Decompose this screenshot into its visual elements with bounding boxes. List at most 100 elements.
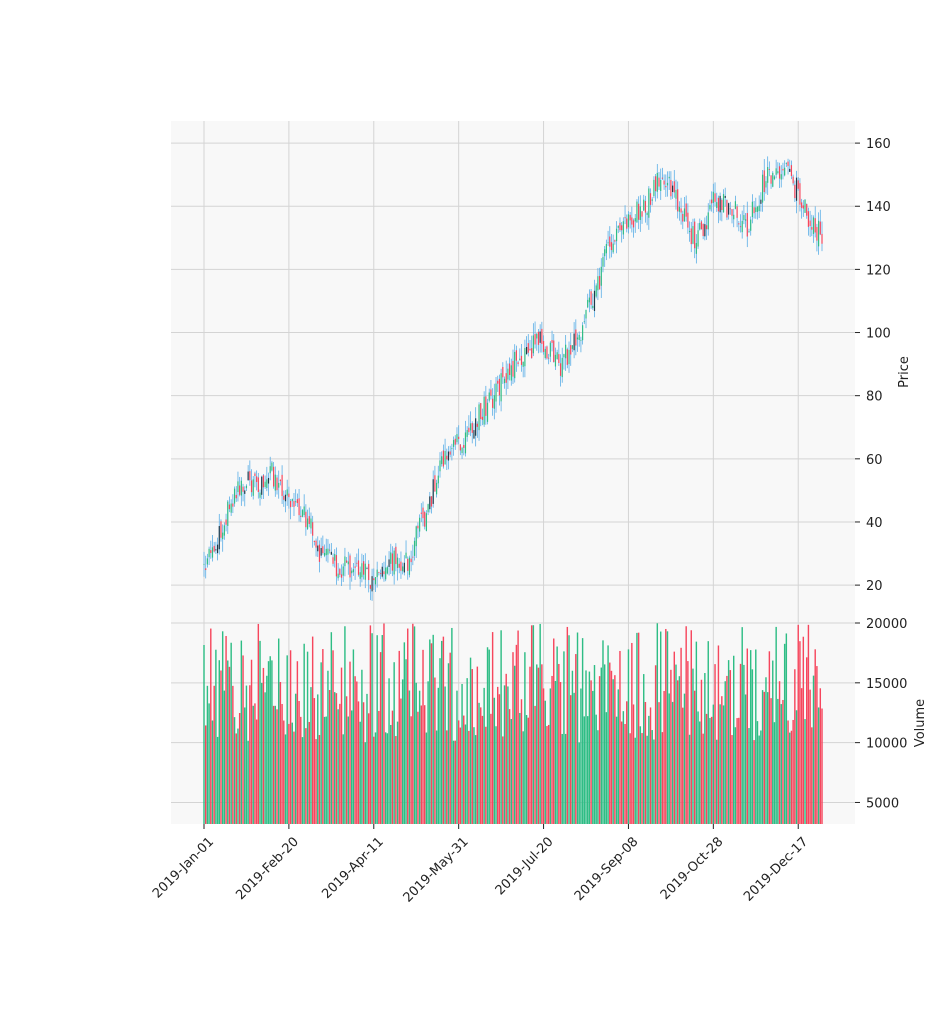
candle-body — [303, 506, 305, 516]
volume-bar — [420, 705, 423, 824]
candle-body — [208, 548, 210, 558]
volume-bar — [216, 736, 219, 824]
candle-body — [259, 492, 261, 498]
candle-body — [245, 485, 248, 489]
volume-bar — [568, 635, 570, 824]
candle-body — [687, 212, 689, 228]
volume-bar — [332, 650, 334, 824]
candle-body — [721, 199, 723, 210]
candle-body — [639, 206, 641, 221]
candle-body — [332, 557, 334, 564]
volume-bar — [542, 688, 545, 824]
volume-bar — [507, 686, 509, 824]
candle-body — [425, 513, 428, 531]
volume-bar — [340, 667, 343, 824]
candle-body — [468, 427, 470, 433]
candle-body — [279, 479, 281, 482]
candle-body — [627, 214, 630, 228]
volume-bar — [503, 685, 506, 824]
candle-body — [588, 297, 590, 303]
volume-bar — [778, 681, 781, 824]
volume-bar — [442, 636, 445, 824]
volume-bar — [401, 679, 404, 824]
candle-body — [816, 227, 818, 241]
candle-body — [509, 363, 511, 375]
volume-bar — [646, 735, 648, 824]
candle-body — [719, 195, 721, 213]
candle-body — [753, 207, 755, 214]
volume-bar — [361, 669, 363, 824]
candle-body — [597, 276, 599, 291]
candle-body — [510, 365, 512, 381]
volume-bar — [452, 740, 455, 824]
candle-body — [262, 475, 265, 488]
candle-body — [797, 180, 799, 189]
candle-body — [386, 567, 388, 574]
volume-bar — [797, 624, 799, 824]
volume-bar — [558, 663, 560, 824]
volume-bar — [766, 692, 769, 824]
volume-bar — [418, 690, 421, 824]
candle-body — [561, 357, 563, 378]
candle-body — [531, 348, 533, 359]
volume-bar — [663, 690, 665, 824]
candle-body — [685, 203, 687, 217]
volume-bar — [407, 628, 409, 824]
candle-body — [237, 481, 239, 493]
volume-bar — [583, 716, 586, 824]
candle-body — [643, 199, 645, 211]
candle-body — [442, 450, 444, 467]
volume-bar — [471, 669, 473, 824]
candle-body — [356, 562, 358, 564]
candle-body — [660, 180, 662, 191]
volume-bar — [261, 682, 263, 824]
candle-body — [795, 177, 798, 201]
candle-body — [313, 541, 315, 542]
candle-body — [244, 490, 246, 494]
volume-bar — [549, 688, 552, 824]
volume-bar — [615, 716, 618, 824]
volume-bar — [585, 670, 587, 824]
candle-body — [638, 203, 640, 220]
candle-body — [554, 354, 557, 367]
volume-bar — [366, 693, 368, 824]
candle-body — [371, 576, 373, 592]
candle-body — [374, 577, 377, 585]
candle-body — [456, 434, 458, 443]
volume-bar — [400, 698, 402, 824]
volume-bar — [644, 701, 647, 824]
volume-bar — [272, 705, 275, 824]
volume-bar — [437, 687, 440, 824]
candle-body — [801, 202, 803, 208]
candle-body — [413, 540, 416, 556]
volume-bar — [374, 732, 377, 824]
volume-bar — [232, 685, 234, 824]
volume-bar — [690, 630, 692, 824]
volume-bar — [356, 681, 358, 824]
volume-bar — [610, 670, 613, 824]
volume-bar — [643, 674, 645, 824]
candle-body — [257, 477, 259, 493]
candle-body — [232, 503, 234, 507]
candle-body — [215, 549, 217, 551]
volume-bar — [208, 703, 210, 824]
candle-body — [318, 544, 321, 562]
volume-bar — [717, 645, 720, 824]
volume-bar — [795, 710, 798, 824]
volume-bar — [430, 643, 433, 824]
volume-bar — [626, 701, 628, 824]
volume-bar — [603, 664, 606, 824]
candle-body — [210, 550, 212, 554]
candle-body — [213, 545, 215, 552]
candle-body — [532, 335, 534, 354]
candle-body — [614, 240, 616, 242]
volume-bar — [384, 732, 387, 824]
volume-bar — [597, 730, 599, 824]
candle-body — [337, 573, 339, 579]
candle-body — [741, 220, 743, 233]
candle-body — [717, 197, 720, 212]
volume-bar — [454, 740, 456, 824]
volume-bar — [661, 732, 664, 824]
volume-bar — [530, 625, 533, 824]
volume-bar — [580, 688, 582, 824]
